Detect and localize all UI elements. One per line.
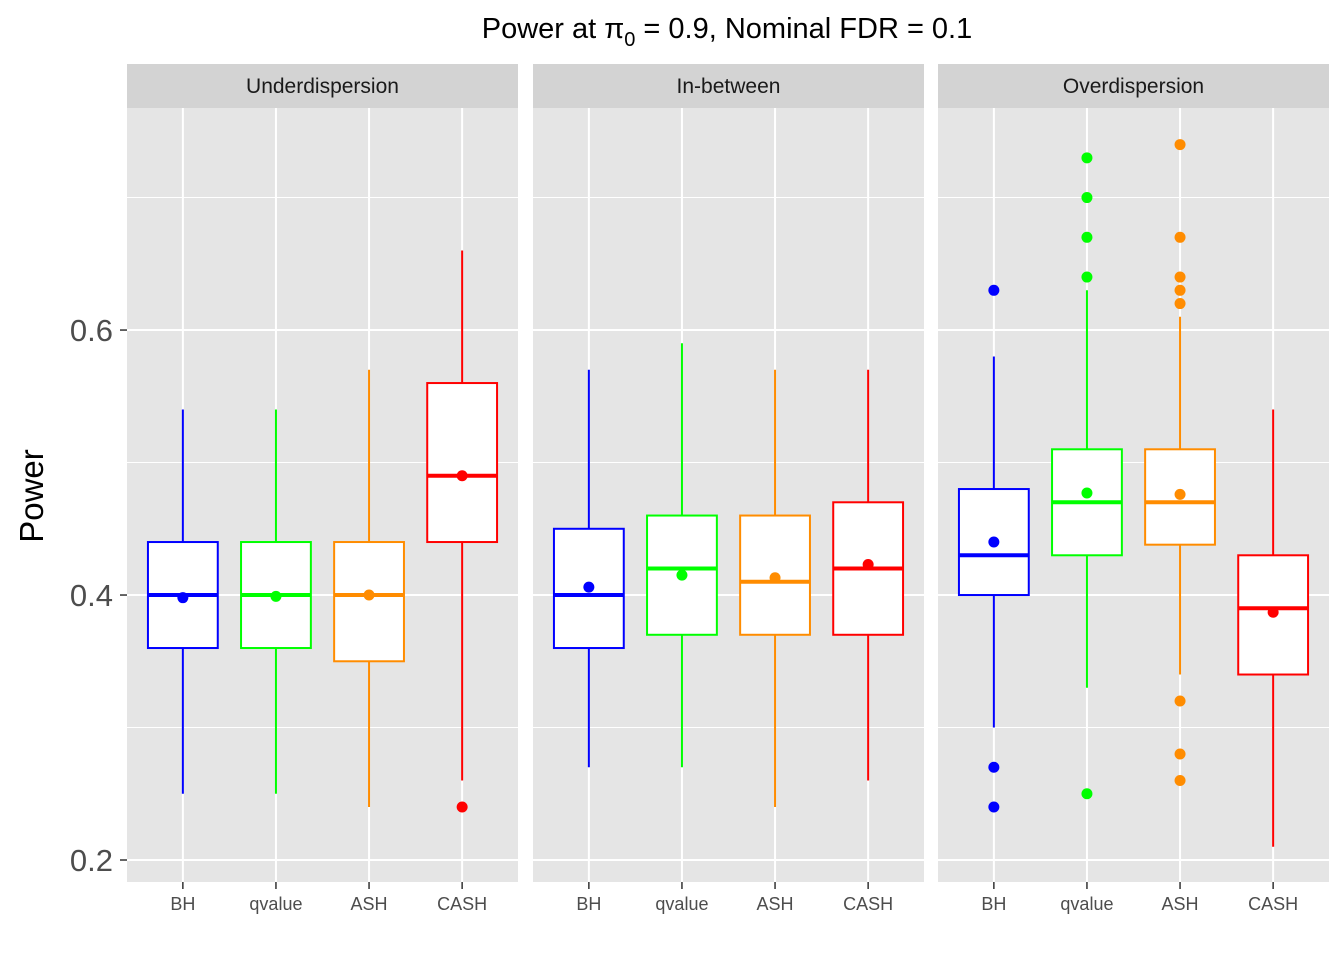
mean-point [676,569,688,581]
box-iqr [333,541,405,663]
x-tick-label: BH [981,894,1006,914]
box-qvalue [646,343,718,768]
box-qvalue [1051,152,1123,800]
outlier-point [1174,231,1186,243]
mean-point [769,572,781,584]
outlier-point [1174,775,1186,787]
outlier-point [1174,298,1186,310]
outlier-point [1081,152,1093,164]
x-tick-label: CASH [437,894,487,914]
facet-panel-underdispersion: Underdispersion BH qvalue ASH CASH [127,64,518,914]
box-cash [1237,409,1310,847]
mean-point [583,581,595,593]
box-bh [146,409,219,794]
x-tick-label: qvalue [1060,894,1113,914]
mean-point [1174,488,1186,500]
x-tick-label: ASH [1162,894,1199,914]
outlier-point [988,761,1000,773]
facet-strip-label: Underdispersion [246,75,399,98]
box-cash [832,369,905,781]
x-tick-label: qvalue [655,894,708,914]
facet-strip-label: Overdispersion [1063,75,1204,98]
facet-panel-overdispersion: Overdispersion BH qvalue ASH CASH [938,64,1329,914]
facet-strip [533,64,924,108]
outlier-point [1081,271,1093,283]
outlier-point [1174,695,1186,707]
mean-point [988,536,1000,548]
x-tick-label: CASH [843,894,893,914]
facet-strip [938,64,1329,108]
y-tick-label: 0.2 [70,843,113,878]
outlier-point [1174,284,1186,296]
mean-point [1267,606,1279,618]
box-cash [426,250,499,813]
box-ash [333,369,405,808]
facet-strip-label: In-between [677,75,781,98]
x-tick-label: ASH [757,894,794,914]
outlier-point [456,801,468,813]
mean-point [363,589,375,601]
facet-panel-in-between: In-between BH qvalue ASH CASH [533,64,924,914]
mean-point [270,590,282,602]
x-tick-label: ASH [351,894,388,914]
mean-point [862,559,874,571]
outlier-point [1081,231,1093,243]
outlier-point [988,801,1000,813]
box-ash [1144,139,1216,787]
box-iqr [1144,448,1216,546]
x-tick-label: qvalue [249,894,302,914]
mean-point [177,592,189,604]
x-tick-label: CASH [1248,894,1298,914]
box-ash [739,369,811,808]
y-tick-label: 0.4 [70,578,113,613]
box-iqr [426,382,499,544]
box-iqr [552,527,625,650]
facet-strip [127,64,518,108]
box-bh [552,369,625,768]
y-axis-label: Power [13,449,50,543]
y-tick-label: 0.6 [70,313,113,348]
outlier-point [1174,748,1186,760]
mean-point [1081,487,1093,499]
box-qvalue [240,409,312,794]
outlier-point [1081,192,1093,204]
outlier-point [1081,788,1093,800]
outlier-point [1174,139,1186,151]
panel-background [533,108,924,882]
box-bh [957,284,1030,813]
chart-title: Power at π0 = 0.9, Nominal FDR = 0.1 [482,13,973,51]
outlier-point [988,284,1000,296]
x-tick-label: BH [170,894,195,914]
x-tick-label: BH [576,894,601,914]
outlier-point [1174,271,1186,283]
mean-point [456,470,468,482]
